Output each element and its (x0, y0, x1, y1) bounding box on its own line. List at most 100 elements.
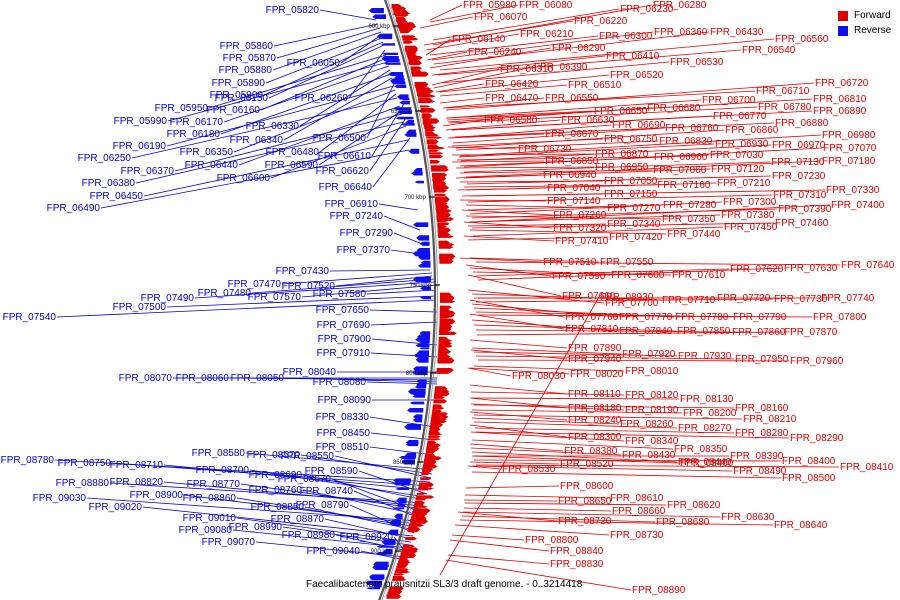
forward-leader-line (463, 499, 558, 502)
reverse-gene-label: FPR_08790 (296, 500, 350, 511)
forward-gene-label: FPR_08680 (656, 517, 710, 528)
forward-gene-label: FPR_08530 (502, 464, 556, 475)
reverse-gene-arrow (398, 456, 416, 460)
forward-leader-line (431, 31, 654, 61)
reverse-gene-arrow (365, 580, 383, 585)
forward-gene-arrow (434, 394, 445, 397)
tick-label: 850 kbp (393, 460, 415, 466)
reverse-gene-arrow (401, 459, 415, 465)
forward-gene-arrow (386, 594, 402, 599)
forward-leader-line (455, 166, 595, 169)
forward-gene-label: FPR_07640 (841, 260, 895, 271)
reverse-leader-line (163, 464, 429, 491)
forward-gene-label: FPR_08110 (568, 389, 621, 400)
forward-leader-line (451, 160, 545, 163)
forward-leader-line (461, 515, 656, 523)
forward-gene-arrow (438, 339, 453, 343)
reverse-gene-arrow (388, 72, 404, 77)
forward-gene-arrow (428, 152, 444, 155)
forward-gene-label: FPR_06280 (653, 0, 707, 11)
forward-gene-arrow (438, 232, 451, 236)
forward-gene-arrow (401, 550, 418, 554)
forward-gene-arrow (424, 128, 436, 132)
reverse-gene-label: FPR_07650 (316, 305, 370, 316)
forward-gene-arrow (439, 256, 451, 259)
forward-gene-label: FPR_07420 (609, 232, 663, 243)
reverse-gene-label: FPR_09070 (202, 537, 256, 548)
reverse-gene-label: FPR_06610 (318, 151, 372, 162)
forward-gene-label: FPR_08270 (678, 423, 732, 434)
forward-gene-label: FPR_08350 (674, 444, 728, 455)
forward-gene-arrow (411, 513, 422, 516)
forward-gene-label: FPR_07710 (662, 295, 716, 306)
reverse-leader-line (143, 139, 409, 197)
forward-leader-line (475, 355, 735, 360)
forward-leader-line (469, 411, 568, 421)
reverse-gene-label: FPR_06370 (121, 166, 175, 177)
reverse-gene-arrow (404, 132, 417, 137)
forward-leader-line (471, 347, 622, 355)
reverse-leader-line (304, 506, 416, 531)
forward-leader-line (447, 133, 545, 139)
forward-leader-line (442, 97, 545, 109)
forward-gene-label: FPR_07280 (663, 200, 717, 211)
forward-gene-arrow (429, 154, 444, 159)
reverse-gene-arrow (383, 59, 400, 63)
tick-label: 800 kbp (406, 371, 428, 377)
forward-leader-line (467, 204, 663, 211)
forward-gene-label: FPR_08010 (625, 366, 679, 377)
reverse-leader-line (100, 149, 410, 209)
reverse-gene-arrow (414, 180, 424, 184)
reverse-gene-label: FPR_06600 (217, 173, 271, 184)
reverse-gene-label: FPR_08040 (283, 367, 337, 378)
forward-gene-label: FPR_08340 (625, 436, 679, 447)
reverse-gene-label: FPR_05880 (219, 65, 273, 76)
reverse-leader-line (273, 23, 379, 47)
forward-gene-arrow (416, 492, 426, 495)
legend-label-forward: Forward (854, 10, 891, 21)
forward-leader-line (455, 174, 543, 179)
forward-leader-line (431, 68, 500, 86)
reverse-gene-arrow (416, 379, 427, 384)
reverse-gene-label: FPR_08580 (192, 448, 246, 459)
reverse-gene-label: FPR_06500 (313, 133, 367, 144)
reverse-gene-arrow (369, 577, 384, 581)
forward-gene-label: FPR_08720 (558, 516, 612, 527)
forward-leader-line (464, 502, 667, 506)
reverse-gene-label: FPR_08760 (249, 485, 303, 496)
forward-leader-line (466, 175, 772, 185)
forward-gene-arrow (427, 147, 445, 150)
reverse-gene-label: FPR_06620 (316, 166, 370, 177)
forward-leader-line (472, 204, 831, 223)
forward-gene-label: FPR_07160 (657, 180, 711, 191)
forward-leader-line (462, 511, 721, 518)
forward-gene-arrow (425, 448, 436, 454)
reverse-gene-arrow (412, 395, 425, 398)
forward-gene-label: FPR_08380 (564, 446, 618, 457)
forward-gene-label: FPR_06220 (574, 16, 628, 27)
forward-gene-label: FPR_07730 (774, 294, 828, 305)
reverse-leader-line (263, 41, 384, 96)
reverse-gene-arrow (411, 427, 421, 430)
reverse-gene-arrow (419, 347, 430, 350)
forward-gene-label: FPR_08730 (610, 530, 664, 541)
forward-gene-arrow (410, 518, 428, 524)
reverse-gene-arrow (372, 14, 387, 20)
reverse-gene-label: FPR_09080 (179, 525, 233, 536)
forward-gene-label: FPR_06310 (500, 64, 554, 75)
forward-leader-line (472, 226, 724, 237)
forward-gene-label: FPR_06880 (775, 118, 829, 129)
forward-gene-arrow (401, 35, 416, 39)
forward-gene-arrow (419, 105, 431, 108)
forward-gene-label: FPR_06780 (758, 102, 812, 113)
forward-gene-label: FPR_08630 (721, 512, 775, 523)
forward-gene-label: FPR_07150 (604, 189, 658, 200)
forward-gene-label: FPR_07860 (732, 327, 786, 338)
forward-gene-label: FPR_07350 (662, 214, 716, 225)
reverse-gene-label: FPR_07500 (113, 302, 167, 313)
forward-gene-label: FPR_06540 (742, 45, 796, 56)
forward-gene-label: FPR_07790 (733, 312, 787, 323)
